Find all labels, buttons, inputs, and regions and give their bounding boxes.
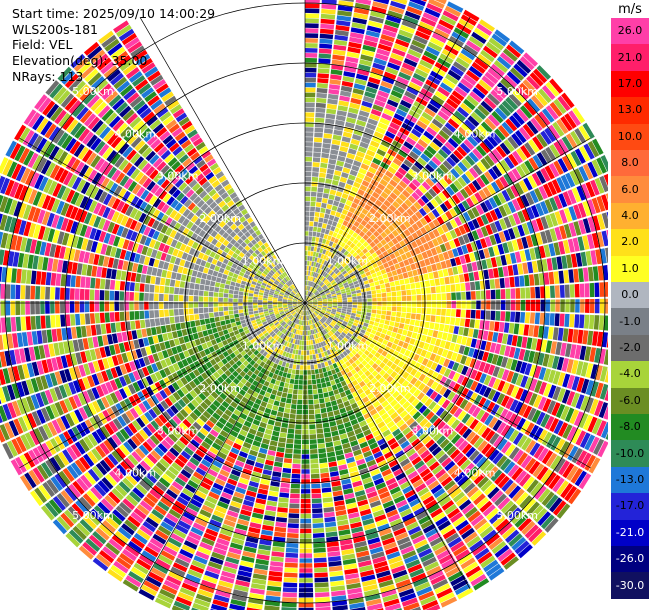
colorbar-tick-label: -2.0 [619,341,641,354]
range-ring-label: 5.00km [72,509,114,522]
start-time-label: Start time: 2025/09/10 14:00:29 [12,6,216,21]
colorbar-tick-label: 1.0 [621,261,639,275]
range-ring-label: 2.00km [369,382,411,395]
colorbar-tick-label: 4.0 [621,209,639,222]
colorbar-swatch [611,123,649,151]
range-ring-label: 1.00km [242,339,284,352]
colorbar-tick-label: -26.0 [615,552,645,566]
colorbar-swatch [611,414,649,441]
colorbar-tick-label: 2.0 [621,235,639,249]
velocity-cells [0,1,608,610]
range-ring-label: 3.00km [411,170,453,183]
colorbar-unit: m/s [618,2,642,17]
range-ring-label: 3.00km [157,170,199,183]
ppi-velocity-plot: 1.00km 2.00km 3.00km 4.00km 5.00km 1.00km 2.00… [0,0,608,610]
colorbar-swatch [611,255,649,283]
colorbar-tick-label: 0.0 [621,288,639,302]
colorbar-swatch [611,440,649,468]
range-ring-label: 5.00km [496,85,538,98]
range-ring-label: 2.00km [369,212,411,225]
range-ring-label: 4.00km [454,127,496,140]
colorbar-swatch [611,334,649,362]
colorbar-tick-label: 8.0 [621,156,639,170]
azimuth-spoke [19,137,306,304]
colorbar-tick-label: 21.0 [617,50,643,64]
azimuth-spoke [139,302,306,589]
colorbar-swatch [611,202,649,230]
velocity-cells [0,15,608,610]
colorbar-tick-label: 17.0 [617,77,643,90]
colorbar-swatch [611,361,649,389]
azimuth-spoke [304,137,591,304]
azimuth-spoke [304,17,471,304]
instrument-label: WLS200s-181 [12,22,98,37]
range-ring-labels: 1.00km 2.00km 3.00km 4.00km 5.00km 1.00km 2.00… [72,85,538,522]
colorbar-tick-label: -13.0 [615,473,645,486]
range-ring-label: 4.00km [454,467,496,480]
azimuth-spokes [0,0,608,610]
colorbar-tick-label: -10.0 [615,446,645,460]
elevation-label: Elevation(deg): 35.00 [12,53,148,68]
colorbar-swatch [611,546,649,573]
colorbar-tick-label: -1.0 [619,314,641,328]
colorbar-swatch [611,70,649,98]
colorbar-swatch [611,572,649,600]
range-ring-label: 5.00km [496,509,538,522]
colorbar-tick-label: 6.0 [621,182,639,196]
range-ring-label: 4.00km [115,467,157,480]
colorbar-swatch [611,519,649,547]
colorbar-swatch [611,466,649,494]
colorbar-tick-label: -4.0 [619,367,641,381]
velocity-cells [138,90,378,370]
velocity-cells [0,3,608,610]
colorbar-swatch [611,176,649,204]
velocity-cells [0,0,608,610]
range-ring-label: 1.00km [327,255,369,268]
colorbar-tick-label: -17.0 [615,499,645,513]
colorbar-tick-label: -6.0 [619,393,641,407]
colorbar-tick-label: -8.0 [619,420,641,434]
range-ring-label: 3.00km [157,424,199,437]
range-ring-label: 1.00km [327,339,369,352]
colorbar-tick-label: -30.0 [615,578,645,592]
colorbar-tick-label: 26.0 [617,24,643,38]
colorbar-swatch [611,387,649,415]
colorbar-tick-label: 10.0 [617,129,643,143]
azimuth-spoke [304,302,591,469]
range-ring-label: 2.00km [199,212,241,225]
colorbar-swatch [611,229,649,257]
azimuth-spoke [304,302,471,589]
colorbar-swatch [611,44,649,72]
velocity-cells [0,0,608,610]
field-label: Field: VEL [12,37,73,52]
velocity-cells [0,6,608,610]
range-ring-label: 2.00km [199,382,241,395]
colorbar-swatch [611,18,649,45]
colorbar-swatch [611,493,649,521]
azimuth-spoke [19,302,306,469]
colorbar-swatch [611,150,649,177]
velocity-cells [2,0,608,610]
colorbar-swatch [611,97,649,125]
range-ring-label: 1.00km [242,255,284,268]
colorbar-tick-label: -21.0 [615,525,645,539]
range-ring-label: 5.00km [72,85,114,98]
range-ring-label: 3.00km [411,424,453,437]
range-ring-label: 4.00km [115,127,157,140]
azimuth-spoke [139,17,306,304]
colorbar-tick-label: 13.0 [617,103,643,117]
nrays-label: NRays: 113 [12,69,84,84]
colorbar-swatch [611,282,649,309]
colorbar-swatch [611,308,649,336]
